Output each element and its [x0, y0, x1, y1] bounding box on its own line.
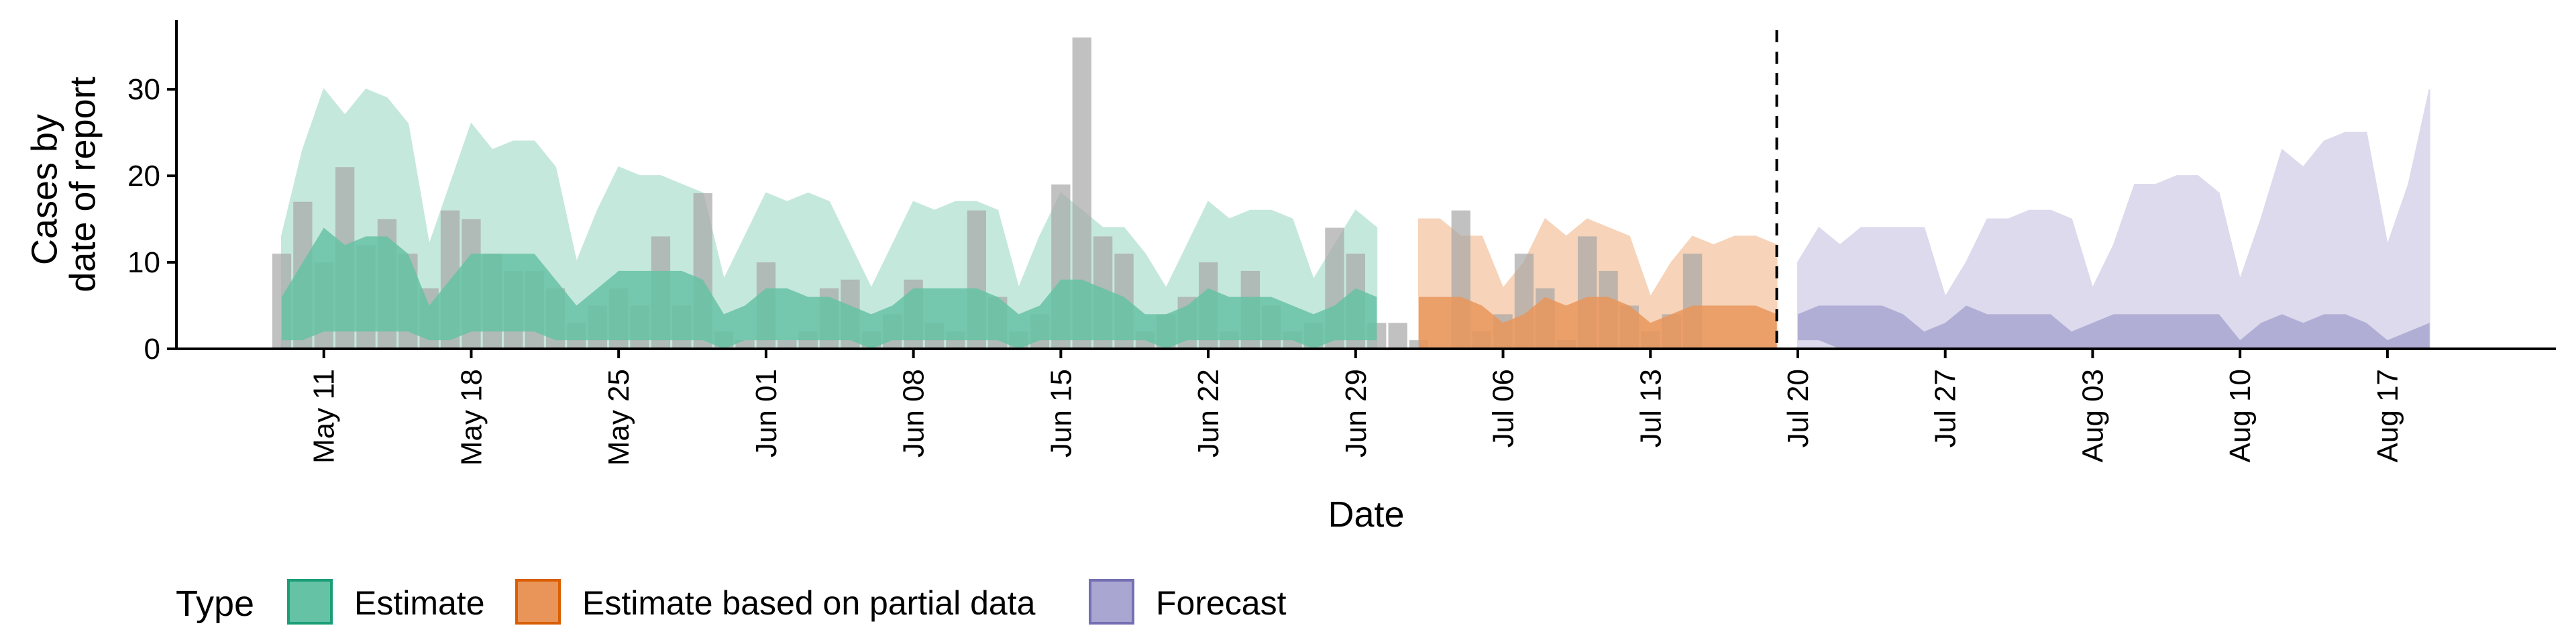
y-ticks: 0 10 20 30	[127, 73, 176, 366]
y-tick-label: 0	[144, 333, 160, 366]
legend-title: Type	[176, 584, 254, 624]
partial-inner-band	[1419, 297, 1777, 349]
x-tick-label: May 11	[308, 369, 341, 464]
legend-key	[1089, 579, 1134, 625]
x-tick-label: Jun 29	[1340, 369, 1373, 458]
x-tick-label: Jul 13	[1634, 369, 1667, 447]
x-tick-label: May 25	[602, 369, 635, 466]
x-tick-label: Aug 03	[2076, 369, 2109, 462]
x-tick-label: Jul 06	[1487, 369, 1520, 447]
y-axis-title-line-2: date of report	[62, 76, 103, 292]
reported-cases-bar	[777, 340, 797, 349]
forecast-inner-band	[1798, 305, 2430, 349]
legend: Type Estimate Estimate based on partial d…	[176, 579, 1287, 625]
y-axis-title-line-1: Cases by	[25, 114, 65, 265]
legend-key	[515, 579, 561, 625]
y-tick-label: 20	[127, 160, 160, 193]
inner-bands	[281, 227, 2430, 349]
legend-label: Forecast	[1156, 584, 1287, 622]
legend-label: Estimate	[354, 584, 485, 622]
legend-key	[287, 579, 333, 625]
legend-label: Estimate based on partial data	[582, 584, 1036, 622]
x-tick-label: May 18	[455, 369, 488, 466]
estimate-inner-band	[281, 227, 1377, 349]
y-tick-label: 10	[127, 246, 160, 279]
x-tick-label: Aug 10	[2224, 369, 2257, 462]
x-tick-label: Aug 17	[2371, 369, 2404, 462]
x-tick-label: Jun 08	[898, 369, 930, 458]
axes: 0 10 20 30 May 11 May 18 May 25 Jun 01 Jun 08 Ju…	[25, 20, 2556, 535]
x-ticks: May 11 May 18 May 25 Jun 01 Jun 08 Jun 15 Jun …	[308, 349, 2404, 466]
reported-cases-bar	[735, 340, 755, 349]
y-axis-title: Cases by date of report	[25, 76, 103, 292]
plot-area	[272, 30, 2430, 350]
x-tick-label: Jun 01	[750, 369, 783, 458]
x-tick-label: Jun 15	[1044, 369, 1077, 458]
y-tick-label: 30	[127, 73, 160, 106]
x-tick-label: Jun 22	[1192, 369, 1225, 458]
x-tick-label: Jul 20	[1782, 369, 1815, 447]
x-tick-label: Jul 27	[1929, 369, 1962, 447]
reported-cases-bar	[1388, 323, 1407, 349]
x-axis-title: Date	[1328, 494, 1404, 535]
